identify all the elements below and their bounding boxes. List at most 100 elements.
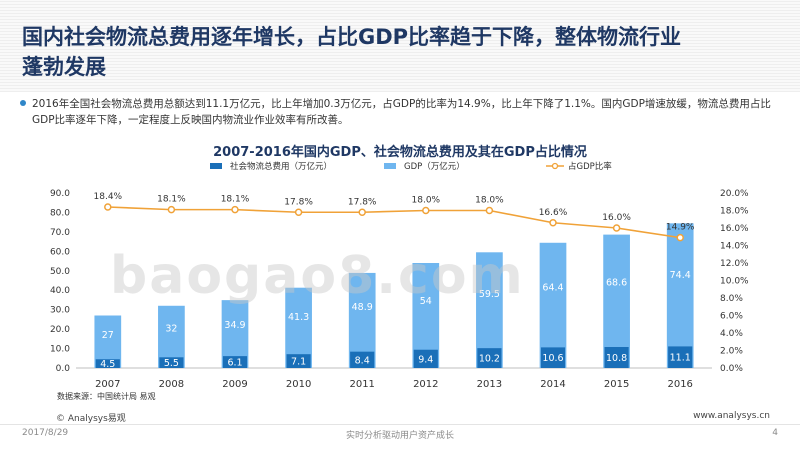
y2-tick-label: 10.0% xyxy=(720,277,749,287)
gdp-value-label: 54 xyxy=(420,296,432,307)
y-tick-label: 40.0 xyxy=(50,286,70,296)
legend-label: 占GDP比率 xyxy=(568,161,612,172)
ratio-value-label: 17.8% xyxy=(284,197,313,207)
gdp-value-label: 68.6 xyxy=(606,277,627,288)
gdp-bar xyxy=(539,242,567,368)
y2-tick-label: 14.0% xyxy=(720,242,749,252)
y2-tick-label: 6.0% xyxy=(720,312,743,322)
legend-swatch xyxy=(210,163,222,169)
gdp-bar xyxy=(603,234,630,368)
y2-tick-label: 4.0% xyxy=(720,329,743,339)
cost-value-label: 10.8 xyxy=(606,353,627,364)
ratio-value-label: 18.4% xyxy=(94,192,123,202)
cost-bar xyxy=(477,348,502,368)
y-tick-label: 80.0 xyxy=(50,208,70,218)
ratio-line-path xyxy=(107,206,681,239)
footer-date: 2017/8/29 xyxy=(22,428,69,438)
y-tick-label: 70.0 xyxy=(50,228,70,238)
cost-bar xyxy=(95,359,120,368)
ratio-point xyxy=(422,206,430,215)
gdp-value-label: 59.5 xyxy=(479,289,500,300)
x-tick-label: 2008 xyxy=(159,379,184,390)
chart-title: 2007-2016年国内GDP、社会物流总费用及其在GDP占比情况 xyxy=(213,144,587,160)
ratio-value-label: 17.8% xyxy=(348,197,377,207)
legend-label: GDP（万亿元） xyxy=(404,161,465,172)
page-number: 4 xyxy=(772,428,778,438)
y2-tick-label: 0.0% xyxy=(720,364,743,374)
gdp-value-label: 74.4 xyxy=(670,270,691,281)
cost-value-label: 8.4 xyxy=(355,355,370,366)
cost-value-label: 4.5 xyxy=(100,359,115,370)
y-tick-label: 0.0 xyxy=(56,364,71,374)
footer-divider xyxy=(0,424,800,425)
y-tick-label: 90.0 xyxy=(50,189,70,199)
cost-value-label: 11.1 xyxy=(670,353,691,364)
gdp-value-label: 48.9 xyxy=(352,302,373,313)
ratio-value-label: 16.0% xyxy=(602,213,631,223)
chart: 2007-2016年国内GDP、社会物流总费用及其在GDP占比情况 社会物流总费… xyxy=(50,144,749,401)
cost-bar xyxy=(668,346,693,368)
axes: 0.0 10.0 20.0 30.0 40.0 50.0 60.0 70.0 80.0 90.0 0… xyxy=(50,189,749,390)
y2-tick-label: 2.0% xyxy=(720,347,743,357)
x-tick-label: 2012 xyxy=(413,379,438,390)
cost-value-label: 5.5 xyxy=(164,358,179,369)
cost-value-label: 10.6 xyxy=(542,353,563,364)
gdp-value-label: 27 xyxy=(102,330,114,341)
x-tick-label: 2009 xyxy=(222,379,247,390)
legend-label: 社会物流总费用（万亿元） xyxy=(230,161,332,172)
ratio-point xyxy=(167,205,176,214)
x-tick-label: 2010 xyxy=(286,379,311,390)
x-tick-label: 2011 xyxy=(349,379,374,390)
y-tick-label: 30.0 xyxy=(50,306,70,316)
gdp-value-label: 41.3 xyxy=(288,312,309,323)
footer-slogan: 实时分析驱动用户资产成长 xyxy=(345,431,454,441)
y2-tick-label: 16.0% xyxy=(720,224,749,234)
x-tick-label: 2007 xyxy=(95,379,120,390)
y-tick-label: 50.0 xyxy=(50,267,70,277)
ratio-point xyxy=(294,208,303,216)
cost-bar xyxy=(222,356,248,368)
site-url[interactable]: www.analysys.cn xyxy=(693,411,770,421)
gdp-value-label: 64.4 xyxy=(542,283,563,294)
x-tick-label: 2013 xyxy=(477,379,502,390)
gdp-bar xyxy=(666,223,694,368)
ratio-value-label: 18.1% xyxy=(157,195,186,205)
ratio-value-label: 18.0% xyxy=(412,196,441,206)
gdp-value-label: 32 xyxy=(165,324,177,335)
y-tick-label: 20.0 xyxy=(50,325,70,335)
cost-bar xyxy=(540,347,566,368)
summary-bullet xyxy=(20,100,26,106)
ratio-point xyxy=(485,206,494,215)
ratio-point xyxy=(358,208,366,216)
cost-value-label: 7.1 xyxy=(291,357,306,368)
y-tick-label: 60.0 xyxy=(50,247,70,257)
cost-bar xyxy=(604,347,629,368)
ratio-value-label: 16.6% xyxy=(539,208,568,218)
y-tick-label: 10.0 xyxy=(50,345,70,355)
cost-value-label: 10.2 xyxy=(479,354,500,365)
bars: 27 32 34.9 41.3 48.9 54 59.5 64.4 68.6 74.4 4.5 5.5… xyxy=(94,223,694,370)
y2-tick-label: 18.0% xyxy=(720,207,749,217)
ratio-point xyxy=(231,205,239,214)
brand-mark: © Analysys易观 xyxy=(56,414,126,424)
legend-swatch xyxy=(384,163,396,169)
ratio-line: 18.4% 18.1% 18.1% 17.8% 17.8% 18.0% 18.0% 16.6%… xyxy=(94,192,695,242)
cost-value-label: 6.1 xyxy=(227,358,242,369)
ratio-value-label: 18.0% xyxy=(475,196,504,206)
summary-text: 2016年全国社会物流总费用总额达到11.1万亿元，比上年增加0.3万亿元，占G… xyxy=(32,98,771,126)
gdp-value-label: 34.9 xyxy=(224,320,245,331)
ratio-point xyxy=(549,219,557,227)
x-tick-label: 2016 xyxy=(667,379,692,390)
x-tick-label: 2014 xyxy=(540,379,565,390)
chart-source: 数据来源：中国统计局 易观 xyxy=(57,391,156,401)
ratio-point xyxy=(676,233,684,242)
ratio-value-label: 18.1% xyxy=(221,195,250,205)
legend-marker xyxy=(551,162,559,170)
ratio-point xyxy=(104,203,112,211)
ratio-point xyxy=(612,224,621,232)
cost-bar xyxy=(286,354,311,368)
cost-bar xyxy=(350,351,375,368)
cost-bar xyxy=(159,357,184,368)
y2-tick-label: 8.0% xyxy=(720,294,743,304)
y2-tick-label: 12.0% xyxy=(720,259,749,269)
